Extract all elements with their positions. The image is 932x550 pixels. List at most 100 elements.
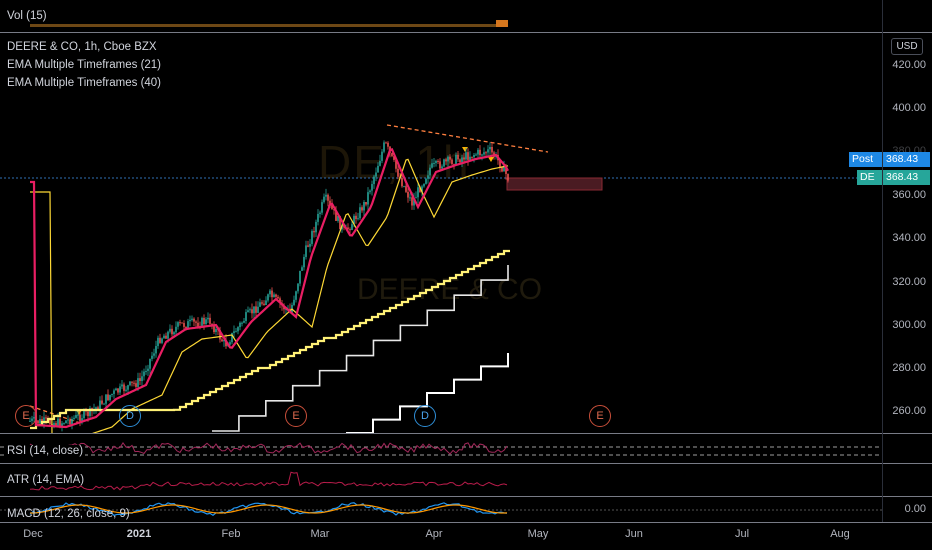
candle-body: [437, 160, 439, 162]
supply-zone-box: [506, 177, 603, 191]
pane-divider[interactable]: [0, 32, 932, 33]
atr-pane[interactable]: ATR (14, EMA): [0, 464, 882, 496]
candle-body: [455, 154, 457, 165]
price-scale[interactable]: USD 420.00 400.00 380.00 360.00 340.00 3…: [882, 0, 932, 522]
candle-body: [99, 400, 101, 410]
candle-body: [323, 196, 325, 203]
macd-pane[interactable]: MACD (12, 26, close, 9): [0, 497, 882, 522]
candle-body: [375, 172, 377, 177]
candle-body: [95, 407, 97, 409]
candle-body: [79, 414, 81, 422]
candle-body: [409, 197, 411, 199]
candle-body: [487, 149, 489, 153]
candle-body: [173, 332, 175, 335]
candle-body: [333, 209, 335, 211]
dividend-marker-mar[interactable]: D: [414, 405, 436, 427]
candle-body: [267, 294, 269, 301]
macd-label[interactable]: MACD (12, 26, close, 9): [7, 508, 130, 520]
pane-divider[interactable]: [0, 522, 932, 523]
candle-body: [255, 306, 257, 313]
candle-body: [339, 215, 341, 230]
candle-body: [443, 159, 445, 167]
candle-body: [331, 204, 333, 210]
candle-body: [37, 420, 39, 424]
candle-body: [123, 384, 125, 391]
price-pane[interactable]: DE, 1h DEERE & CO DEERE & CO, 1h, Cboe B…: [0, 33, 882, 433]
candle-body: [229, 342, 231, 345]
dividend-marker-jan[interactable]: D: [119, 405, 141, 427]
candle-body: [251, 309, 253, 314]
candle-body: [157, 337, 159, 347]
candle-body: [65, 420, 67, 424]
indicator-ema-21-label[interactable]: EMA Multiple Timeframes (21): [7, 59, 162, 71]
ema-weekly-step-line: [212, 265, 509, 432]
candle-body: [115, 388, 117, 391]
candle-body: [55, 423, 57, 426]
candle-body: [245, 312, 247, 321]
candle-body: [119, 386, 121, 393]
candle-body: [319, 212, 321, 214]
ema-monthly-step-line: [346, 353, 509, 433]
candle-body: [185, 326, 187, 329]
candle-body: [127, 385, 129, 390]
ema-21-line: [30, 147, 509, 429]
candle-body: [223, 339, 225, 342]
candle-body: [67, 419, 69, 421]
candle-body: [379, 160, 381, 166]
earnings-marker-dec[interactable]: E: [15, 405, 37, 427]
pane-divider[interactable]: [0, 433, 932, 434]
signal-triangle: [462, 147, 468, 152]
candle-body: [277, 296, 279, 299]
rsi-label[interactable]: RSI (14, close): [7, 445, 86, 457]
candle-body: [41, 419, 43, 423]
candle-body: [183, 323, 185, 327]
candle-body: [385, 142, 387, 144]
pane-divider[interactable]: [0, 496, 932, 497]
currency-button[interactable]: USD: [891, 38, 923, 55]
earnings-marker-may[interactable]: E: [589, 405, 611, 427]
price-tick: 400.00: [892, 102, 926, 114]
candle-body: [165, 335, 167, 339]
candle-body: [109, 394, 111, 401]
candle-body: [309, 243, 311, 247]
candle-body: [83, 410, 85, 419]
price-tick: 300.00: [892, 319, 926, 331]
candle-body: [377, 165, 379, 173]
atr-label[interactable]: ATR (14, EMA): [7, 474, 85, 486]
candle-body: [257, 306, 259, 313]
candle-body: [121, 384, 123, 387]
last-price-tag: 368.43: [883, 170, 930, 185]
candle-body: [393, 156, 395, 160]
candle-body: [297, 283, 299, 292]
candle-body: [359, 207, 361, 219]
candle-body: [469, 156, 471, 160]
candle-body: [43, 417, 45, 423]
candle-body: [315, 221, 317, 233]
candle-body: [219, 330, 221, 340]
candle-body: [479, 149, 481, 156]
candle-body: [425, 178, 427, 184]
candle-body: [405, 186, 407, 192]
candle-body: [395, 159, 397, 169]
price-tick: 260.00: [892, 405, 926, 417]
pane-divider[interactable]: [0, 463, 932, 464]
volume-pane[interactable]: Vol (15): [0, 0, 882, 32]
indicator-ema-40-label[interactable]: EMA Multiple Timeframes (40): [7, 77, 162, 89]
rsi-pane[interactable]: RSI (14, close): [0, 434, 882, 463]
time-tick: Mar: [310, 528, 330, 540]
candle-body: [337, 215, 339, 221]
price-chart-canvas[interactable]: [0, 33, 882, 433]
candle-body: [265, 300, 267, 306]
candle-body: [347, 227, 349, 230]
candle-body: [473, 154, 475, 158]
volume-label[interactable]: Vol (15): [7, 10, 47, 22]
candle-body: [503, 165, 505, 172]
candle-body: [401, 178, 403, 187]
candle-body: [201, 317, 203, 327]
earnings-marker-feb[interactable]: E: [285, 405, 307, 427]
signal-triangle: [488, 157, 494, 162]
chart-title[interactable]: DEERE & CO, 1h, Cboe BZX: [7, 41, 157, 53]
candle-body: [137, 378, 139, 387]
candle-body: [457, 154, 459, 160]
candle-body: [233, 331, 235, 333]
